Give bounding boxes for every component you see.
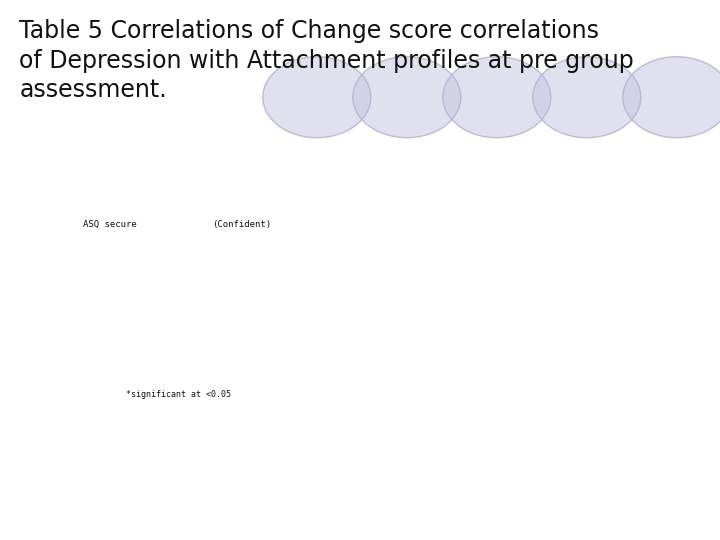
Circle shape: [263, 57, 371, 138]
Circle shape: [623, 57, 720, 138]
Text: ASQ secure: ASQ secure: [83, 220, 137, 228]
Text: (Confident): (Confident): [212, 220, 271, 228]
Text: Table 5 Correlations of Change score correlations
of Depression with Attachment : Table 5 Correlations of Change score cor…: [19, 19, 634, 102]
Circle shape: [353, 57, 461, 138]
Circle shape: [533, 57, 641, 138]
Text: *significant at <0.05: *significant at <0.05: [126, 390, 231, 399]
Circle shape: [443, 57, 551, 138]
